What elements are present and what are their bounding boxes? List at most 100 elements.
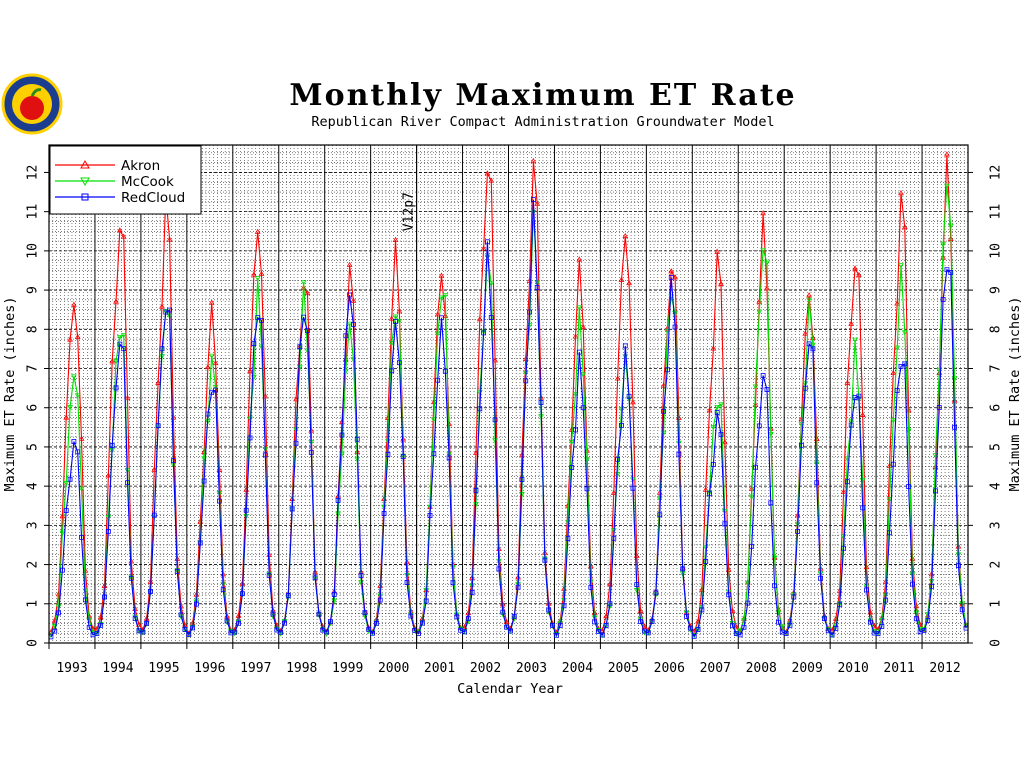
point-redcloud [906, 484, 912, 489]
point-redcloud [148, 589, 153, 594]
point-akron [668, 268, 675, 274]
point-redcloud [171, 458, 176, 464]
model-logo [1, 73, 63, 135]
y-tick-right: 6 [989, 404, 1004, 412]
point-redcloud [760, 373, 766, 378]
point-redcloud [726, 592, 732, 598]
point-akron [721, 439, 728, 445]
point-redcloud [362, 610, 368, 616]
x-tick-label: 2002 [470, 661, 501, 676]
point-mccook [139, 630, 146, 636]
point-mccook [806, 297, 812, 303]
point-akron [93, 625, 100, 632]
point-akron [641, 623, 648, 629]
point-mccook [208, 353, 215, 359]
point-redcloud [56, 610, 61, 616]
point-redcloud [569, 465, 575, 470]
point-redcloud [262, 452, 268, 458]
point-redcloud [450, 580, 456, 586]
y-tick-right: 4 [989, 482, 1004, 490]
point-mccook [767, 431, 774, 438]
point-mccook [71, 374, 77, 380]
point-redcloud [596, 628, 601, 634]
series-lines [48, 151, 969, 640]
x-tick-label: 1999 [332, 661, 363, 676]
x-tick-label: 2007 [700, 661, 731, 676]
point-redcloud [829, 632, 835, 638]
point-mccook [392, 314, 399, 320]
point-redcloud [469, 589, 475, 595]
y-tick-left: 11 [26, 204, 41, 220]
point-redcloud [86, 624, 92, 630]
point-redcloud [799, 442, 804, 448]
point-akron [67, 336, 73, 342]
point-akron [630, 399, 636, 405]
point-akron [534, 200, 541, 206]
point-mccook [756, 309, 763, 315]
point-redcloud [52, 628, 58, 634]
point-redcloud [400, 454, 406, 460]
point-mccook [346, 321, 353, 327]
point-redcloud [844, 479, 850, 485]
point-akron [258, 270, 265, 276]
point-redcloud [772, 583, 778, 589]
point-redcloud [435, 377, 441, 383]
chart-subtitle: Republican River Compact Administration … [311, 114, 774, 130]
point-redcloud [630, 485, 636, 491]
point-mccook [848, 419, 855, 425]
point-redcloud [504, 624, 509, 630]
point-mccook [737, 628, 744, 634]
point-akron [480, 245, 487, 251]
point-redcloud [515, 584, 521, 590]
point-redcloud [699, 607, 705, 613]
point-akron [388, 315, 395, 321]
point-redcloud [324, 629, 330, 635]
point-redcloud [952, 424, 957, 430]
point-redcloud [546, 607, 552, 613]
point-akron [105, 472, 112, 478]
point-akron [603, 612, 610, 619]
point-akron [710, 345, 717, 351]
point-akron [250, 271, 257, 277]
point-mccook [442, 293, 449, 299]
point-redcloud [523, 378, 529, 384]
point-akron [898, 190, 904, 196]
point-redcloud [305, 328, 310, 334]
point-mccook [901, 330, 908, 336]
point-redcloud [488, 315, 494, 320]
point-redcloud [251, 341, 257, 346]
point-mccook [947, 223, 954, 229]
point-redcloud [331, 592, 337, 597]
point-redcloud [316, 611, 322, 617]
point-redcloud [159, 346, 165, 352]
point-akron [944, 151, 950, 157]
point-mccook [427, 504, 433, 510]
point-redcloud [423, 598, 429, 604]
point-mccook [810, 342, 816, 348]
point-redcloud [756, 423, 762, 429]
point-akron [848, 320, 855, 326]
point-redcloud [879, 623, 885, 629]
point-redcloud [661, 408, 666, 414]
point-redcloud [259, 317, 264, 323]
point-mccook [852, 337, 858, 343]
point-mccook [890, 418, 897, 424]
point-redcloud [753, 464, 758, 470]
point-mccook [396, 319, 403, 325]
point-mccook [752, 384, 759, 390]
point-redcloud [806, 341, 812, 347]
point-redcloud [297, 344, 303, 350]
point-redcloud [645, 630, 651, 636]
point-akron [806, 292, 812, 298]
point-mccook [300, 280, 307, 286]
point-redcloud [335, 497, 341, 503]
point-akron [78, 435, 85, 441]
point-akron [530, 157, 537, 164]
point-akron [718, 280, 724, 286]
point-akron [660, 382, 667, 388]
y-tick-left: 1 [26, 600, 41, 608]
point-redcloud [745, 600, 751, 606]
point-redcloud [783, 631, 789, 636]
point-mccook [576, 305, 583, 311]
